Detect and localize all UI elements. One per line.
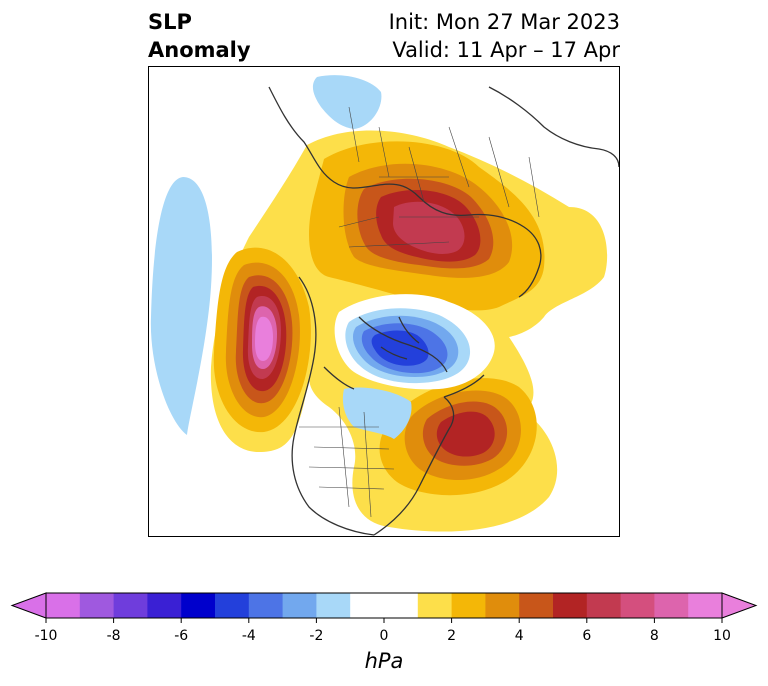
colorbar-segment: [417, 593, 453, 618]
valid-range: Valid: 11 Apr – 17 Apr: [392, 38, 620, 62]
colorbar-tick-label: -2: [309, 628, 324, 644]
colorbar-segment: [519, 593, 554, 618]
colorbar-segment: [553, 593, 588, 618]
title-left: SLP Anomaly: [148, 8, 251, 64]
title-anomaly: Anomaly: [148, 38, 251, 62]
colorbar-tick-label: 4: [514, 628, 524, 644]
colorbar-extend-min: [10, 592, 47, 619]
colorbar-segment: [316, 593, 351, 618]
colorbar-segment: [147, 593, 182, 618]
colorbar-segment: [181, 593, 216, 618]
northwest-russia-negative: [312, 75, 382, 129]
colorbar-segment: [485, 593, 520, 618]
map-panel: [148, 66, 620, 537]
colorbar-segment: [688, 593, 723, 618]
colorbar-extend-max: [721, 592, 758, 619]
colorbar-segment: [282, 593, 317, 618]
title-slp: SLP: [148, 10, 192, 34]
colorbar-segment: [79, 593, 115, 618]
colorbar-tick-label: 0: [379, 628, 389, 644]
colorbar-tick-label: -6: [174, 628, 189, 644]
colorbar-tick-label: 8: [649, 628, 659, 644]
colorbar-tick-label: -4: [241, 628, 256, 644]
pacific-negative-region: [150, 177, 212, 435]
colorbar-segment: [654, 593, 689, 618]
europe-positive-7: [393, 201, 465, 254]
canada-negative-region: [342, 387, 412, 439]
colorbar-segment: [384, 593, 419, 618]
colorbar-segment: [248, 593, 284, 618]
colorbar-svg: [10, 592, 758, 623]
title-right: Init: Mon 27 Mar 2023 Valid: 11 Apr – 17…: [389, 8, 620, 64]
colorbar-tick-label: 2: [447, 628, 457, 644]
atlantic-positive-6: [436, 411, 495, 457]
init-date: Init: Mon 27 Mar 2023: [388, 10, 620, 34]
coastlines: [268, 86, 619, 536]
colorbar-units: hPa: [364, 649, 404, 673]
colorbar-segment: [451, 593, 486, 618]
colorbar-segment: [215, 593, 250, 618]
colorbar-segment: [46, 593, 81, 618]
colorbar: -10 -8 -6 -4 -2 0 2 4 6 8 10 hPa: [0, 585, 768, 685]
colorbar-segment: [350, 593, 385, 618]
colorbar-tick-label: -10: [34, 628, 58, 644]
colorbar-tick-label: 6: [582, 628, 592, 644]
colorbar-segment: [620, 593, 655, 618]
slp-anomaly-map: [150, 75, 619, 536]
colorbar-tick-label: -8: [106, 628, 121, 644]
alaska-positive-9: [255, 316, 273, 361]
colorbar-segment: [113, 593, 148, 618]
colorbar-segment: [586, 593, 622, 618]
country-borders: [299, 106, 540, 518]
colorbar-tick-label: 10: [713, 628, 731, 644]
